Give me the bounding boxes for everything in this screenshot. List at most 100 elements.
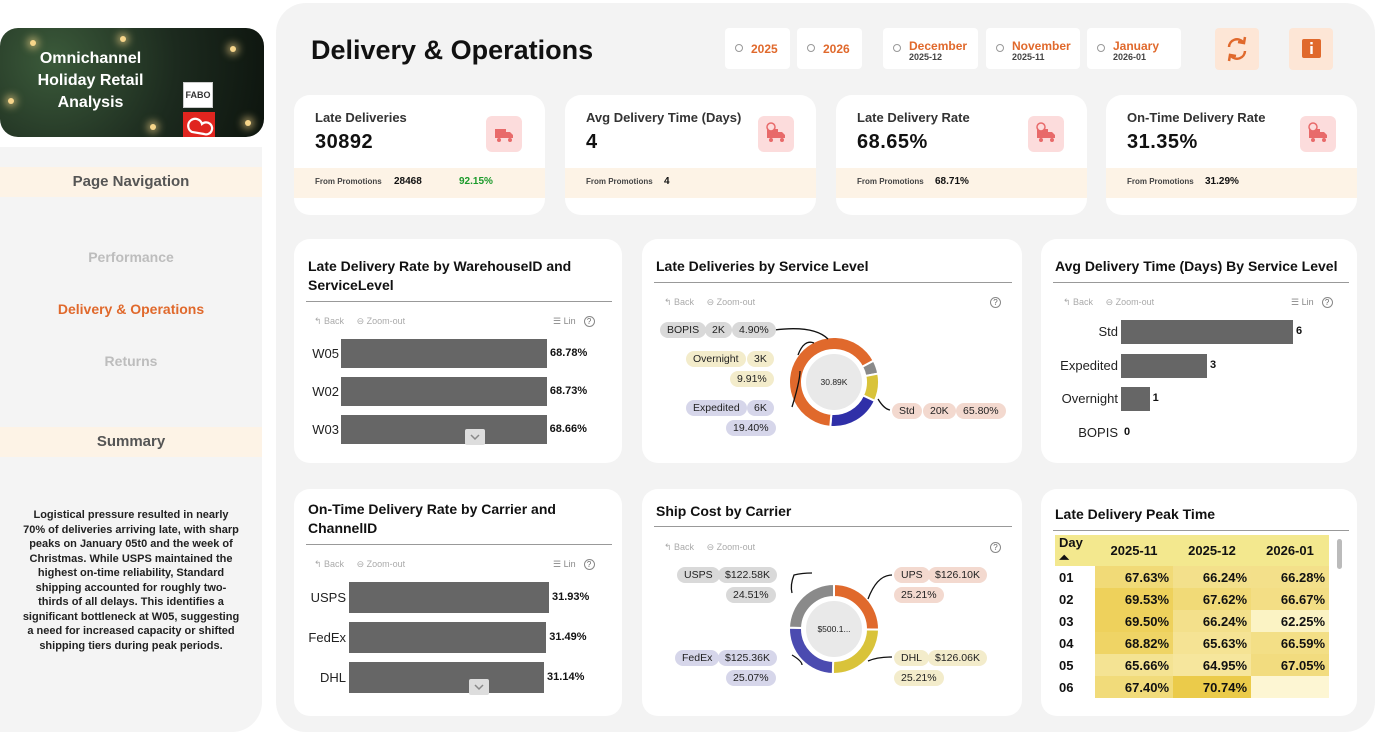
year-slicer-2025[interactable]: 2025 (725, 28, 790, 69)
heatmap-cell (1251, 676, 1329, 698)
kpi-value: 4 (586, 131, 598, 153)
month-slicer-november[interactable]: November 2025-11 (986, 28, 1080, 69)
heatmap-cell: 66.67% (1251, 588, 1329, 610)
zoom-out-button[interactable]: ⊖ Zoom-out (706, 542, 756, 552)
refresh-button[interactable] (1215, 28, 1259, 70)
radio-icon (1097, 44, 1105, 52)
chart-title: Late Delivery Rate by WarehouseID and Se… (308, 258, 572, 293)
chart-title: Late Deliveries by Service Level (656, 258, 869, 274)
chart-card-late-peak-time: Late Delivery Peak Time Day ⏶ 2025-11 2025… (1041, 489, 1357, 716)
donut-percent-fedex: 25.07% (726, 670, 776, 686)
nav-item-performance[interactable]: Performance (88, 249, 174, 265)
bar-data-label: 31.49% (549, 630, 587, 643)
table-row: 05 65.66% 64.95% 67.05% (1055, 654, 1329, 676)
month-slicer-december[interactable]: December 2025-12 (883, 28, 978, 69)
chart-toolbar-right: ☰ Lin? (553, 316, 595, 327)
donut-chart-service-level: 30.89K (773, 328, 891, 428)
help-icon[interactable]: ? (990, 297, 1001, 308)
radio-icon (735, 44, 743, 52)
chart-divider (306, 301, 612, 302)
nav-item-delivery-operations[interactable]: Delivery & Operations (57, 301, 205, 317)
nav-item-returns[interactable]: Returns (104, 353, 158, 369)
bar[interactable] (341, 415, 547, 444)
kpi-from-label: From Promotions (315, 177, 382, 186)
bar[interactable] (349, 662, 545, 693)
back-button[interactable]: ↰ Back (314, 559, 345, 569)
truck-clock-icon (758, 116, 794, 152)
help-icon[interactable]: ? (990, 542, 1001, 553)
bar-data-label: 6 (1296, 325, 1303, 337)
zoom-out-button[interactable]: ⊖ Zoom-out (356, 316, 406, 326)
heatmap-cell: 69.50% (1095, 610, 1173, 632)
heatmap-header-month[interactable]: 2025-12 (1173, 535, 1251, 566)
back-button[interactable]: ↰ Back (1063, 297, 1094, 307)
donut-percent-std: 65.80% (956, 403, 1006, 419)
zoom-out-button[interactable]: ⊖ Zoom-out (1105, 297, 1155, 307)
bar[interactable] (341, 339, 547, 368)
radio-icon (996, 44, 1004, 52)
heatmap-cell: 65.63% (1173, 632, 1251, 654)
bar[interactable] (1121, 387, 1150, 411)
table-row: 03 69.50% 66.24% 62.25% (1055, 610, 1329, 632)
bar[interactable] (349, 582, 549, 613)
heatmap-header-month[interactable]: 2026-01 (1251, 535, 1329, 566)
logo-card: Omnichannel Holiday Retail Analysis FABO (0, 28, 264, 137)
donut-value-dhl: $126.06K (928, 650, 987, 666)
heatmap-header-day[interactable]: Day ⏶ (1055, 535, 1095, 566)
kpi-value: 68.65% (857, 131, 928, 153)
kpi-label: On-Time Delivery Rate (1127, 110, 1266, 125)
chart-toolbar-right: ? (982, 542, 1001, 553)
truck-check-icon (1300, 116, 1336, 152)
chart-title: Ship Cost by Carrier (656, 503, 792, 519)
bar-data-label: 1 (1152, 392, 1159, 404)
zoom-out-button[interactable]: ⊖ Zoom-out (356, 559, 406, 569)
chart-divider (1053, 282, 1349, 283)
lin-toggle[interactable]: ☰ Lin (553, 316, 576, 326)
bar-axis-label: USPS (310, 589, 346, 605)
help-icon[interactable]: ? (1321, 297, 1333, 308)
back-button[interactable]: ↰ Back (664, 542, 695, 552)
year-slicer-2026[interactable]: 2026 (797, 28, 862, 69)
scroll-down-button[interactable] (465, 429, 485, 445)
heatmap-table: Day ⏶ 2025-11 2025-12 2026-01 01 67.63% 66.24%… (1055, 535, 1329, 698)
scrollbar-thumb[interactable] (1337, 539, 1342, 569)
bar[interactable] (341, 377, 547, 406)
scroll-down-button[interactable] (469, 679, 489, 695)
month-slicer-january[interactable]: January 2026-01 (1087, 28, 1181, 69)
chart-title: On-Time Delivery Rate by Carrier and Cha… (308, 501, 556, 536)
back-button[interactable]: ↰ Back (664, 297, 695, 307)
bar-data-label: 3 (1210, 358, 1217, 371)
heatmap-cell: 67.63% (1095, 566, 1173, 588)
donut-slice-usps[interactable] (787, 582, 835, 630)
heatmap-header-month[interactable]: 2025-11 (1095, 535, 1173, 566)
donut-percent-expedited: 19.40% (726, 420, 776, 436)
brand-logo-icon: FABO (183, 82, 213, 108)
back-button[interactable]: ↰ Back (314, 316, 345, 326)
help-icon[interactable]: ? (583, 559, 595, 570)
info-button[interactable] (1289, 28, 1333, 70)
heatmap-cell: 64.95% (1173, 654, 1251, 676)
chart-divider (1053, 530, 1349, 531)
donut-value-std: 20K (923, 403, 956, 419)
zoom-out-button[interactable]: ⊖ Zoom-out (706, 297, 756, 307)
info-icon (1302, 39, 1321, 58)
donut-slice-std[interactable] (788, 336, 875, 428)
lin-toggle[interactable]: ☰ Lin (1291, 297, 1314, 307)
bar[interactable] (1121, 353, 1207, 378)
bar-data-label: 31.14% (547, 670, 585, 683)
bar[interactable] (1121, 320, 1293, 344)
heatmap-cell: 66.59% (1251, 632, 1329, 654)
donut-label-expedited: Expedited (686, 400, 747, 416)
help-icon[interactable]: ? (583, 316, 595, 327)
chart-toolbar-right: ☰ Lin? (1291, 297, 1333, 308)
bar-axis-label: BOPIS (1078, 424, 1118, 440)
donut-center-label: 30.89K (821, 377, 848, 387)
nav-header: Page Navigation (0, 167, 262, 197)
lin-toggle[interactable]: ☰ Lin (553, 559, 576, 569)
donut-leader-line (867, 656, 893, 662)
donut-leader-line (797, 341, 815, 356)
bar-axis-label: Std (1098, 324, 1118, 339)
bar[interactable] (349, 622, 547, 653)
chart-toolbar-right: ☰ Lin? (553, 559, 595, 570)
heatmap-day-cell: 05 (1055, 654, 1095, 676)
